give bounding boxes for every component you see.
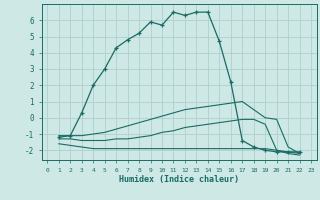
X-axis label: Humidex (Indice chaleur): Humidex (Indice chaleur) [119, 175, 239, 184]
